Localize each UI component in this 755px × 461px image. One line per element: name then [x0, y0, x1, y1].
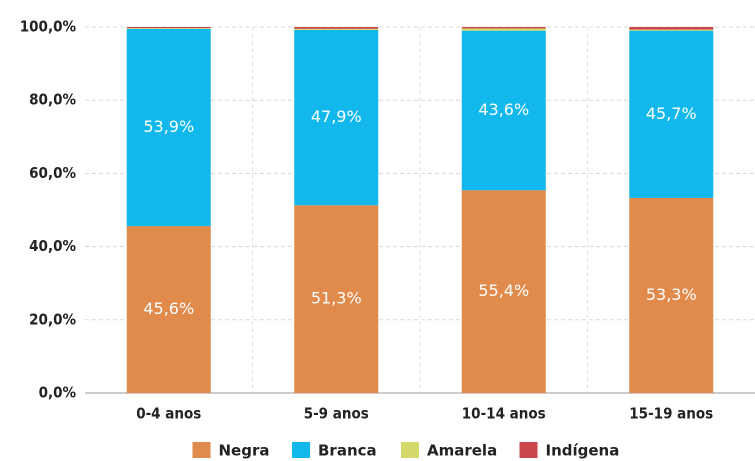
legend-swatch: [401, 442, 419, 458]
legend-label: Indígena: [546, 442, 620, 460]
value-label: 51,3%: [311, 289, 362, 308]
y-tick-label: 60,0%: [29, 164, 76, 182]
legend-label: Branca: [318, 442, 377, 460]
bar-segment: [294, 29, 379, 206]
bar-segment: [126, 28, 211, 227]
value-label: 43,6%: [478, 100, 529, 119]
bar-segment: [294, 28, 379, 30]
bar-segment: [629, 30, 714, 198]
bar-segment: [629, 197, 714, 393]
x-tick-label: 15-19 anos: [629, 405, 713, 423]
y-tick-label: 0,0%: [39, 384, 77, 402]
legend-swatch: [192, 442, 211, 458]
bar-segment: [126, 28, 211, 29]
y-tick-label: 80,0%: [29, 91, 76, 109]
bar-segment: [461, 27, 546, 29]
value-label: 45,7%: [646, 104, 697, 123]
bar-segment: [461, 190, 546, 393]
y-tick-label: 100,0%: [20, 18, 77, 36]
value-label: 47,9%: [311, 107, 362, 126]
value-label: 55,4%: [478, 281, 529, 300]
value-label: 53,9%: [143, 117, 194, 136]
legend-label: Amarela: [427, 442, 497, 460]
bar-segment: [629, 27, 714, 30]
x-tick-label: 5-9 anos: [304, 405, 369, 423]
legend-swatch: [519, 442, 538, 458]
bar-segment: [461, 28, 546, 31]
bar-segment: [629, 29, 714, 31]
bar-segment: [294, 27, 379, 29]
x-tick-label: 10-14 anos: [462, 405, 546, 423]
x-tick-label: 0-4 anos: [136, 405, 201, 423]
legend-swatch: [292, 442, 310, 458]
y-tick-label: 20,0%: [29, 310, 76, 328]
legend-label: Negra: [219, 442, 270, 460]
bar-segment: [126, 27, 211, 29]
y-tick-label: 40,0%: [29, 237, 76, 255]
bar-segment: [461, 30, 546, 191]
value-label: 53,3%: [646, 285, 697, 304]
value-label: 45,6%: [143, 299, 194, 318]
bar-segment: [126, 226, 211, 393]
bar-segment: [294, 205, 379, 393]
